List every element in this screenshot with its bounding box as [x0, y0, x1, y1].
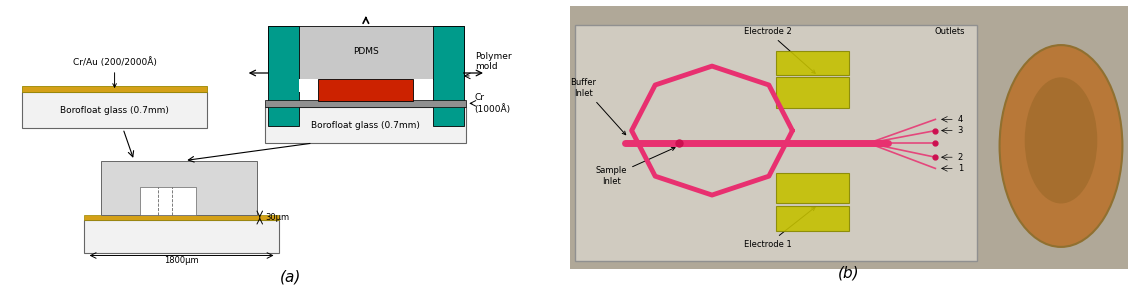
- Bar: [265, 107, 466, 143]
- Ellipse shape: [1024, 77, 1098, 204]
- Bar: [776, 77, 849, 108]
- Bar: [776, 51, 849, 74]
- Ellipse shape: [999, 45, 1122, 247]
- Text: 30μm: 30μm: [265, 213, 290, 222]
- Text: Borofloat glass (0.7mm): Borofloat glass (0.7mm): [311, 121, 421, 130]
- Bar: [776, 173, 849, 204]
- Text: (a): (a): [280, 270, 301, 285]
- Bar: [268, 26, 464, 79]
- Bar: [23, 92, 206, 128]
- Bar: [299, 79, 433, 92]
- Text: Sample
Inlet: Sample Inlet: [596, 147, 675, 186]
- Bar: [83, 215, 280, 220]
- Bar: [23, 86, 206, 92]
- Bar: [318, 79, 413, 101]
- Text: Outlets: Outlets: [934, 27, 964, 36]
- Bar: [140, 187, 195, 215]
- Text: SU-8: SU-8: [354, 85, 378, 94]
- Bar: [575, 25, 977, 261]
- Text: 1800μm: 1800μm: [165, 256, 199, 265]
- Text: Electrode 2: Electrode 2: [744, 27, 816, 73]
- Bar: [265, 100, 466, 107]
- Text: Buffer
Inlet: Buffer Inlet: [571, 78, 626, 135]
- Text: (b): (b): [838, 265, 860, 281]
- Text: Electrode 1: Electrode 1: [744, 207, 816, 249]
- Bar: [433, 26, 464, 126]
- Text: Polymer
mold: Polymer mold: [475, 52, 511, 71]
- Bar: [268, 26, 299, 126]
- Bar: [100, 161, 257, 215]
- Text: PDMS: PDMS: [353, 47, 379, 55]
- Bar: [83, 220, 280, 253]
- Text: 3: 3: [958, 126, 963, 135]
- Text: Cr/Au (200/2000Å): Cr/Au (200/2000Å): [72, 57, 157, 87]
- Bar: [776, 206, 849, 232]
- Text: 2: 2: [958, 153, 963, 162]
- Text: 1: 1: [958, 164, 963, 173]
- Text: 4: 4: [958, 115, 963, 124]
- Text: Cr
(1000Å): Cr (1000Å): [475, 93, 511, 114]
- Text: Borofloat glass (0.7mm): Borofloat glass (0.7mm): [60, 107, 169, 115]
